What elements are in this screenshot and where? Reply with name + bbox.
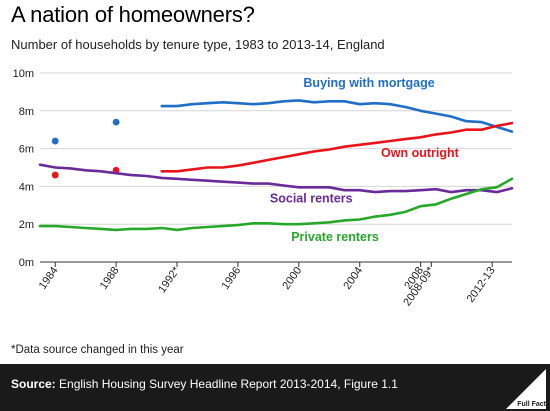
series-point (51, 171, 59, 179)
x-tick-label: 2004 (341, 265, 365, 292)
label-layer: Buying with mortgage Own outright Social r… (270, 76, 460, 244)
x-tick-label: 1988 (98, 265, 122, 292)
y-tick-label: 4m (19, 181, 34, 193)
full-fact-logo-icon (506, 369, 546, 409)
logo-text: Full Fact (517, 401, 546, 408)
series-label: Own outright (381, 146, 460, 160)
y-tick-label: 10m (13, 68, 34, 80)
x-tick-label: 1996 (220, 265, 244, 292)
series-point (51, 137, 59, 145)
x-tick-label: 1984 (37, 265, 61, 292)
source-line: Source: English Housing Survey Headline … (11, 377, 398, 391)
footnote: *Data source changed in this year (11, 344, 184, 356)
series-point (112, 118, 120, 126)
y-tick-label: 0m (19, 257, 34, 269)
series-label: Private renters (291, 230, 379, 244)
series-layer (38, 99, 514, 232)
series-label: Buying with mortgage (303, 76, 434, 90)
y-tick-label: 6m (19, 144, 34, 156)
series-line (38, 163, 514, 194)
x-tick-label: 2012-13 (465, 265, 498, 305)
source-footer: Source: English Housing Survey Headline … (0, 364, 550, 411)
y-tick-label: 2m (19, 219, 34, 231)
chart-subtitle: Number of households by tenure type, 198… (11, 37, 385, 52)
source-label: Source: (11, 377, 56, 391)
y-tick-label: 8m (19, 106, 34, 118)
series-line (38, 177, 514, 232)
chart-title: A nation of homeowners? (11, 2, 255, 27)
series-label: Social renters (270, 191, 353, 205)
x-tick-label: 2000 (280, 265, 304, 292)
series-line (160, 121, 514, 173)
x-tick-label: 1992* (156, 264, 183, 295)
line-chart: Buying with mortgage Own outright Social r… (13, 68, 514, 308)
series-line (160, 99, 514, 133)
source-text: English Housing Survey Headline Report 2… (59, 377, 398, 391)
